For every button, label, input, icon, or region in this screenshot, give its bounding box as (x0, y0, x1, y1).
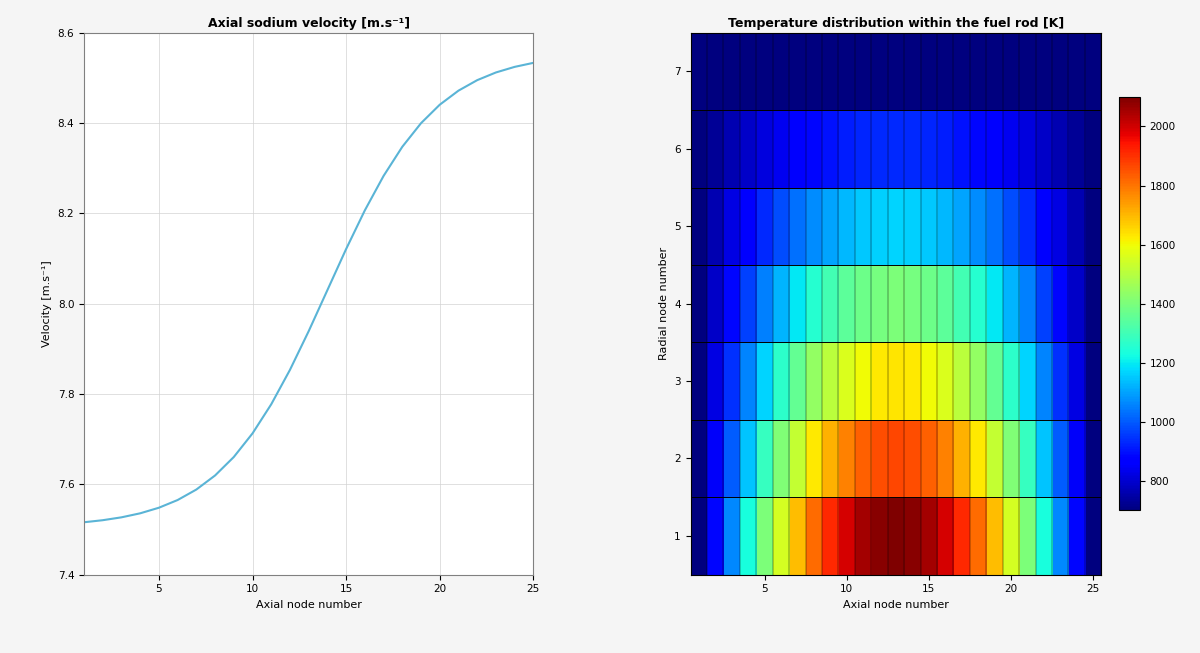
Y-axis label: Velocity [m.s⁻¹]: Velocity [m.s⁻¹] (42, 261, 52, 347)
Title: Axial sodium velocity [m.s⁻¹]: Axial sodium velocity [m.s⁻¹] (208, 17, 409, 30)
X-axis label: Axial node number: Axial node number (256, 600, 361, 610)
Title: Temperature distribution within the fuel rod [K]: Temperature distribution within the fuel… (728, 17, 1064, 30)
X-axis label: Axial node number: Axial node number (844, 600, 949, 610)
Y-axis label: Radial node number: Radial node number (659, 247, 668, 360)
